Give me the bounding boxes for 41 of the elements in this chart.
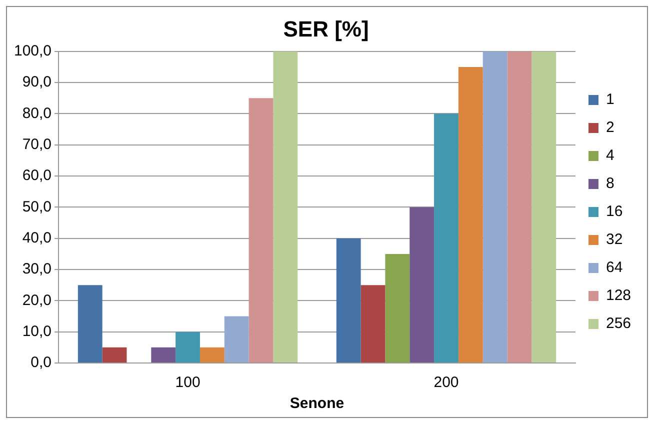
bar bbox=[507, 51, 532, 362]
bar bbox=[200, 347, 224, 362]
bar bbox=[458, 66, 483, 362]
x-tick-label: 100 bbox=[175, 374, 200, 392]
y-tick-label: 80,0 bbox=[22, 104, 52, 122]
y-tick-label: 70,0 bbox=[22, 136, 52, 154]
bar bbox=[434, 114, 458, 362]
legend-label: 4 bbox=[606, 147, 614, 164]
bar bbox=[385, 254, 410, 362]
bar bbox=[532, 51, 556, 362]
bar bbox=[273, 51, 298, 362]
y-tick-label: 30,0 bbox=[22, 260, 52, 278]
legend-label: 256 bbox=[606, 315, 632, 332]
legend-label: 64 bbox=[606, 259, 623, 276]
legend-label: 1 bbox=[606, 91, 614, 108]
bar bbox=[151, 347, 176, 362]
y-tick-label: 40,0 bbox=[22, 230, 52, 246]
bar bbox=[176, 332, 200, 362]
legend-label: 2 bbox=[606, 119, 614, 136]
y-tick-label: 60,0 bbox=[22, 167, 52, 184]
legend-label: 128 bbox=[606, 287, 632, 304]
legend-label: 16 bbox=[606, 203, 623, 220]
x-axis-title: Senone bbox=[290, 395, 344, 412]
chart-title: SER [%] bbox=[283, 16, 369, 42]
legend-label: 8 bbox=[606, 175, 614, 192]
bar bbox=[360, 285, 386, 362]
y-tick-label: 20,0 bbox=[22, 292, 52, 309]
y-tick-label: 0,0 bbox=[30, 354, 52, 372]
bar bbox=[224, 316, 249, 362]
y-tick-label: 50,0 bbox=[22, 198, 52, 216]
bar bbox=[248, 98, 274, 362]
x-tick-label: 200 bbox=[434, 374, 459, 392]
legend-label: 32 bbox=[606, 231, 623, 248]
bar bbox=[336, 238, 361, 362]
bar bbox=[78, 285, 102, 362]
bar bbox=[102, 347, 127, 362]
y-tick-label: 10,0 bbox=[22, 322, 52, 340]
bar bbox=[410, 207, 434, 362]
bar bbox=[482, 51, 508, 362]
y-tick-label: 100,0 bbox=[14, 42, 52, 60]
y-tick-label: 90,0 bbox=[22, 74, 52, 91]
